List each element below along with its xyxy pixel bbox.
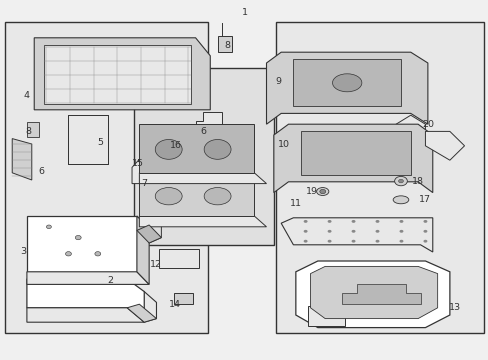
Text: 5: 5	[97, 138, 103, 147]
Circle shape	[351, 240, 355, 243]
Polygon shape	[300, 131, 410, 175]
Bar	[139, 124, 254, 173]
Circle shape	[351, 230, 355, 233]
Circle shape	[303, 220, 307, 223]
Bar	[5, 22, 207, 333]
Polygon shape	[273, 124, 432, 193]
Text: 3: 3	[20, 248, 26, 256]
Circle shape	[303, 230, 307, 233]
Polygon shape	[425, 131, 464, 160]
Circle shape	[375, 240, 379, 243]
Polygon shape	[12, 139, 32, 180]
Circle shape	[399, 230, 403, 233]
Text: 12: 12	[149, 260, 161, 269]
Ellipse shape	[204, 188, 231, 205]
Circle shape	[351, 220, 355, 223]
Polygon shape	[295, 261, 449, 328]
Polygon shape	[27, 122, 39, 137]
Text: 6: 6	[39, 166, 44, 176]
Bar	[139, 175, 254, 216]
Polygon shape	[293, 59, 400, 106]
Circle shape	[423, 240, 427, 243]
Polygon shape	[266, 52, 427, 124]
Circle shape	[399, 240, 403, 243]
Circle shape	[327, 220, 331, 223]
Bar	[27, 216, 137, 272]
Polygon shape	[139, 173, 266, 184]
Polygon shape	[132, 151, 185, 184]
Circle shape	[95, 252, 101, 256]
Polygon shape	[342, 284, 420, 304]
Ellipse shape	[392, 196, 408, 204]
Polygon shape	[34, 38, 210, 110]
Circle shape	[423, 220, 427, 223]
Ellipse shape	[332, 74, 361, 92]
Text: 13: 13	[448, 303, 460, 312]
Text: 19: 19	[305, 187, 317, 196]
Text: 8: 8	[25, 127, 31, 136]
Circle shape	[46, 225, 51, 229]
Bar	[276, 22, 483, 333]
Circle shape	[75, 235, 81, 240]
Circle shape	[375, 220, 379, 223]
Circle shape	[399, 220, 403, 223]
Bar	[44, 45, 190, 104]
Text: 17: 17	[418, 195, 429, 204]
Circle shape	[327, 240, 331, 243]
Text: 18: 18	[411, 177, 423, 186]
Polygon shape	[137, 225, 161, 243]
Ellipse shape	[204, 140, 231, 159]
Bar	[159, 249, 199, 268]
Text: 16: 16	[170, 141, 182, 150]
Circle shape	[303, 240, 307, 243]
Text: 11: 11	[289, 199, 301, 208]
Polygon shape	[195, 112, 222, 131]
Ellipse shape	[155, 188, 182, 205]
Ellipse shape	[155, 140, 182, 159]
Text: 20: 20	[421, 120, 433, 129]
Text: 9: 9	[275, 77, 281, 86]
Circle shape	[327, 230, 331, 233]
Text: 4: 4	[24, 91, 30, 100]
Polygon shape	[137, 216, 149, 284]
Text: 2: 2	[107, 276, 113, 285]
Polygon shape	[281, 218, 432, 252]
Circle shape	[375, 230, 379, 233]
Polygon shape	[27, 272, 149, 284]
Polygon shape	[176, 160, 205, 191]
Circle shape	[394, 176, 407, 186]
Text: 8: 8	[224, 41, 230, 50]
Ellipse shape	[316, 188, 328, 195]
Bar	[134, 68, 273, 245]
Polygon shape	[173, 293, 193, 304]
Text: 1: 1	[241, 8, 247, 17]
Circle shape	[423, 230, 427, 233]
Text: 10: 10	[277, 140, 289, 149]
Bar	[307, 306, 344, 326]
Polygon shape	[217, 36, 232, 52]
Polygon shape	[310, 266, 437, 319]
Polygon shape	[68, 115, 107, 164]
Text: 15: 15	[132, 159, 144, 168]
Polygon shape	[139, 216, 266, 227]
Circle shape	[65, 252, 71, 256]
Text: 7: 7	[141, 179, 147, 188]
Text: 14: 14	[169, 300, 181, 309]
Text: 6: 6	[200, 127, 205, 136]
Polygon shape	[127, 304, 156, 322]
Polygon shape	[27, 279, 144, 322]
Circle shape	[319, 189, 325, 194]
Polygon shape	[27, 308, 144, 322]
Circle shape	[398, 179, 403, 183]
